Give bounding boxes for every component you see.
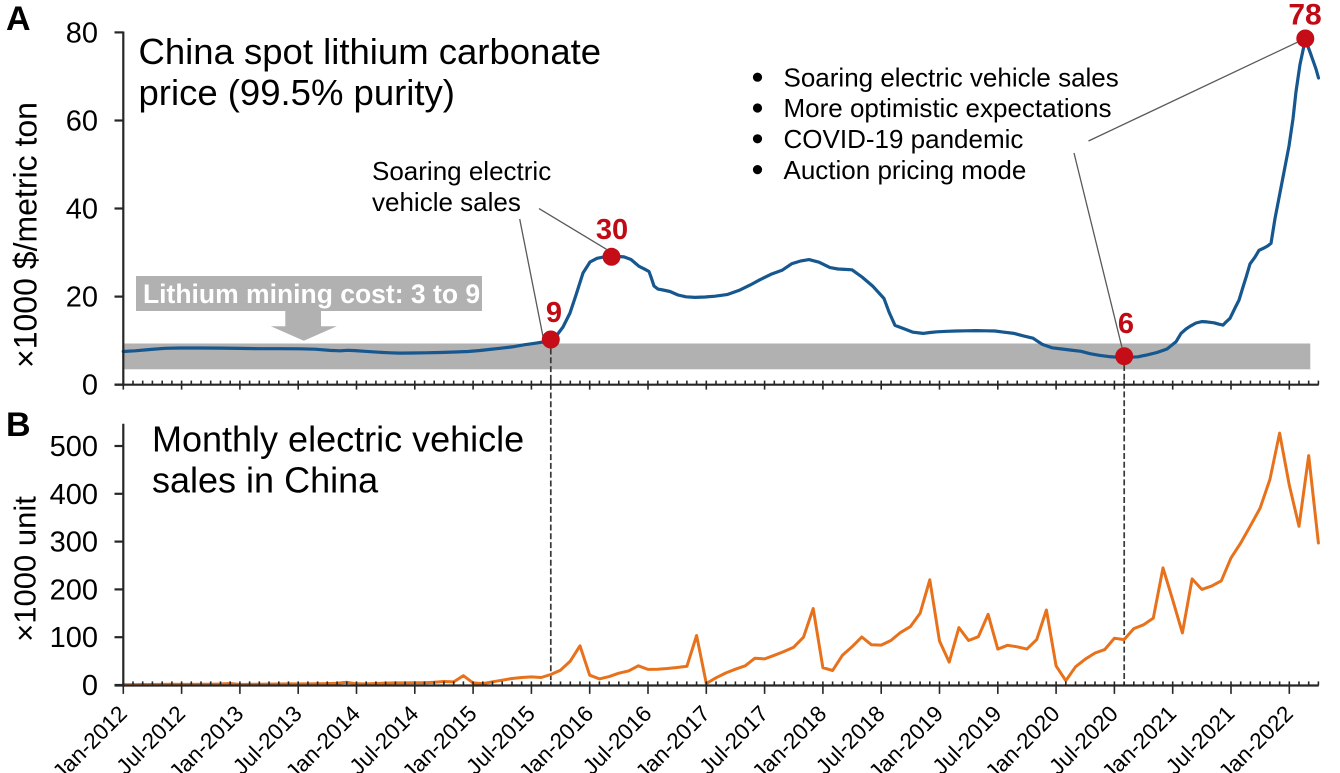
svg-text:COVID-19 pandemic: COVID-19 pandemic (784, 124, 1024, 154)
svg-text:vehicle sales: vehicle sales (372, 187, 521, 217)
svg-text:100: 100 (50, 622, 98, 654)
svg-text:500: 500 (50, 431, 98, 463)
svg-text:300: 300 (50, 527, 98, 559)
svg-text:400: 400 (50, 479, 98, 511)
svg-text:80: 80 (66, 17, 98, 49)
svg-text:60: 60 (66, 105, 98, 137)
svg-text:Soaring electric vehicle sales: Soaring electric vehicle sales (784, 62, 1119, 92)
svg-text:Soaring electric: Soaring electric (372, 156, 551, 186)
svg-text:20: 20 (66, 282, 98, 314)
svg-text:×1000 unit: ×1000 unit (8, 496, 43, 642)
svg-text:6: 6 (1118, 308, 1134, 340)
svg-text:A: A (6, 0, 31, 38)
svg-text:Auction pricing mode: Auction pricing mode (784, 155, 1027, 185)
svg-text:40: 40 (66, 194, 98, 226)
svg-text:Lithium mining cost: 3 to 9: Lithium mining cost: 3 to 9 (143, 279, 480, 309)
svg-text:More optimistic expectations: More optimistic expectations (784, 93, 1112, 123)
svg-text:78: 78 (1288, 0, 1321, 32)
svg-text:0: 0 (82, 370, 98, 402)
svg-text:price (99.5% purity): price (99.5% purity) (139, 72, 455, 113)
svg-text:×1000 $/metric ton: ×1000 $/metric ton (8, 102, 44, 368)
svg-text:China spot lithium carbonate: China spot lithium carbonate (139, 31, 602, 72)
svg-text:sales in China: sales in China (152, 460, 379, 501)
svg-text:0: 0 (82, 670, 98, 702)
svg-text:200: 200 (50, 574, 98, 606)
svg-text:B: B (6, 406, 31, 444)
svg-text:Monthly electric vehicle: Monthly electric vehicle (152, 419, 524, 460)
svg-text:30: 30 (596, 214, 628, 246)
svg-text:9: 9 (546, 297, 562, 329)
